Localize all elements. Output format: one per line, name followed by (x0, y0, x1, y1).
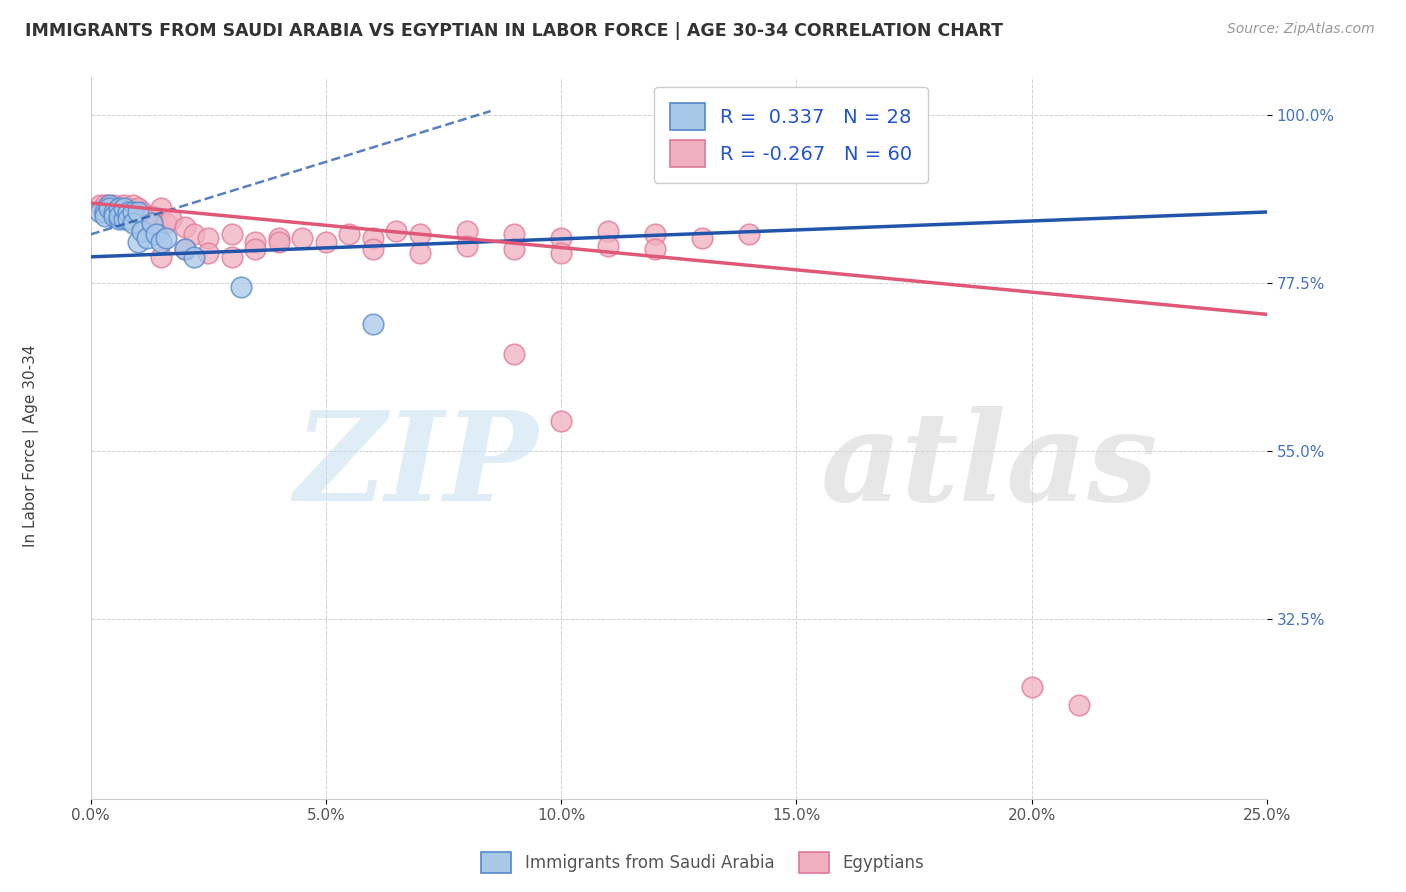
Point (108, 201, 131, 215)
Point (339, 227, 361, 242)
Point (117, 205, 139, 219)
Point (103, 205, 125, 219)
Point (173, 219, 195, 234)
Point (598, 224, 620, 238)
Point (108, 209, 131, 223)
Point (117, 201, 139, 215)
Point (150, 201, 173, 215)
Point (112, 212, 135, 227)
Point (1021, 680, 1043, 694)
Point (127, 235, 149, 249)
Point (503, 227, 526, 242)
Point (409, 246, 432, 260)
Point (245, 243, 267, 257)
Point (122, 205, 145, 219)
Point (108, 201, 131, 215)
Point (108, 209, 131, 223)
Point (503, 347, 526, 361)
Point (127, 205, 149, 219)
Point (361, 317, 384, 331)
Point (644, 227, 666, 242)
Point (409, 227, 432, 242)
Point (503, 243, 526, 257)
Point (103, 197, 125, 211)
Point (291, 231, 314, 245)
Text: IMMIGRANTS FROM SAUDI ARABIA VS EGYPTIAN IN LABOR FORCE | AGE 30-34 CORRELATION : IMMIGRANTS FROM SAUDI ARABIA VS EGYPTIAN… (25, 22, 1004, 40)
Legend: R =  0.337   N = 28, R = -0.267   N = 60: R = 0.337 N = 28, R = -0.267 N = 60 (654, 87, 928, 183)
Point (98, 197, 121, 211)
Point (127, 201, 149, 215)
Point (550, 231, 572, 245)
Point (98, 201, 121, 215)
Point (550, 246, 572, 260)
Point (89, 205, 111, 219)
Text: atlas: atlas (820, 406, 1157, 528)
Point (231, 279, 253, 293)
Point (122, 197, 145, 211)
Point (150, 235, 173, 249)
Point (112, 205, 135, 219)
Point (122, 216, 145, 230)
Point (644, 243, 666, 257)
Point (738, 227, 761, 242)
Point (159, 212, 181, 227)
Point (598, 238, 620, 252)
Point (197, 246, 219, 260)
Point (183, 227, 205, 242)
Point (93, 205, 115, 219)
Point (141, 216, 163, 230)
Point (98, 201, 121, 215)
Text: Source: ZipAtlas.com: Source: ZipAtlas.com (1227, 22, 1375, 37)
Point (221, 227, 243, 242)
Text: In Labor Force | Age 30-34: In Labor Force | Age 30-34 (22, 344, 39, 548)
Legend: Immigrants from Saudi Arabia, Egyptians: Immigrants from Saudi Arabia, Egyptians (475, 846, 931, 880)
Point (1067, 698, 1090, 713)
Point (197, 231, 219, 245)
Point (122, 212, 145, 227)
Point (155, 231, 177, 245)
Point (103, 209, 125, 223)
Point (267, 235, 290, 249)
Point (183, 250, 205, 264)
Point (267, 231, 290, 245)
Point (221, 250, 243, 264)
Point (173, 243, 195, 257)
Point (141, 209, 163, 223)
Point (136, 231, 159, 245)
Point (89, 197, 111, 211)
Point (93, 201, 115, 215)
Point (127, 216, 149, 230)
Point (131, 224, 153, 238)
Point (93, 209, 115, 223)
Point (385, 224, 408, 238)
Point (108, 212, 131, 227)
Point (173, 243, 195, 257)
Point (456, 238, 478, 252)
Point (112, 201, 135, 215)
Point (145, 227, 167, 242)
Point (117, 209, 139, 223)
Point (361, 243, 384, 257)
Point (692, 231, 714, 245)
Point (98, 197, 121, 211)
Point (131, 205, 153, 219)
Point (112, 197, 135, 211)
Point (361, 231, 384, 245)
Point (550, 414, 572, 428)
Point (103, 205, 125, 219)
Text: ZIP: ZIP (294, 406, 537, 528)
Point (456, 224, 478, 238)
Point (93, 197, 115, 211)
Point (155, 216, 177, 230)
Point (150, 250, 173, 264)
Point (245, 235, 267, 249)
Point (136, 212, 159, 227)
Point (145, 216, 167, 230)
Point (315, 235, 337, 249)
Point (117, 212, 139, 227)
